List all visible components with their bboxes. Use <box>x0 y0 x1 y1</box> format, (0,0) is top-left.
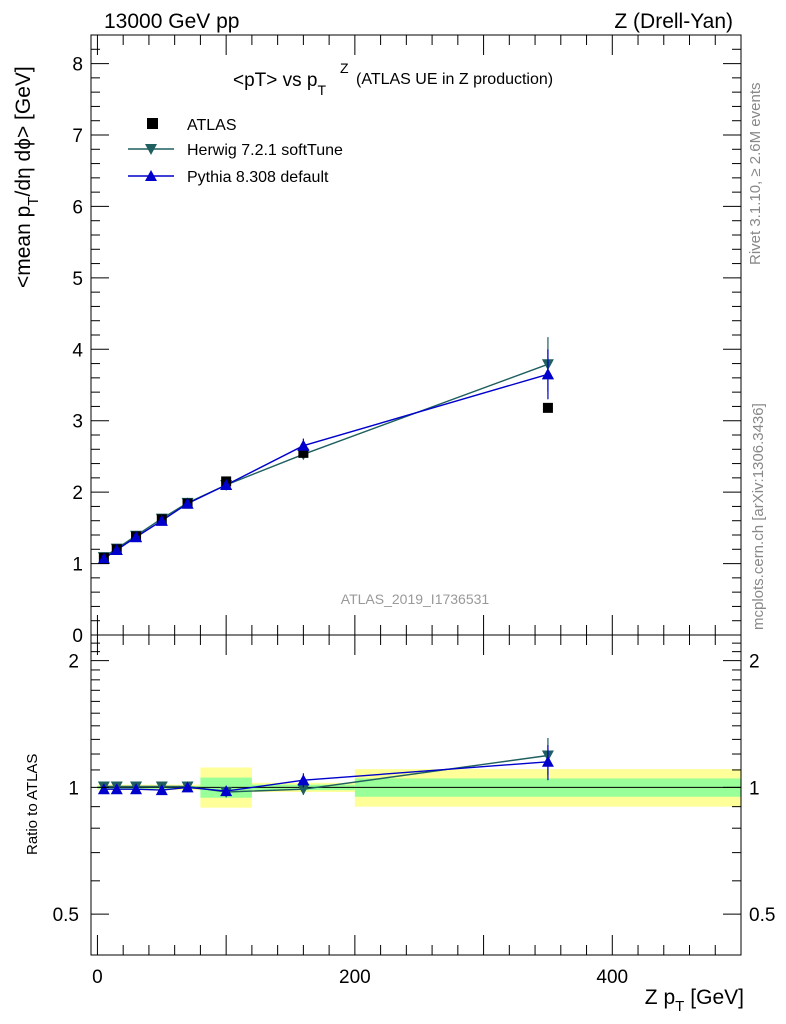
main-pythia-point-top <box>541 368 554 380</box>
main-ytick-label: 2 <box>72 483 83 504</box>
main-ytick-label: 1 <box>72 555 83 576</box>
main-pythia-point-top <box>110 544 123 555</box>
main-atlas-point <box>542 402 553 413</box>
ratio-ytick-label-left: 1 <box>68 778 79 799</box>
ratio-pythia-point <box>541 755 554 767</box>
main-title-sub: T <box>318 82 327 98</box>
legend: ATLAS Herwig 7.2.1 softTune Pythia 8.308… <box>128 117 343 186</box>
header-left: 13000 GeV pp <box>104 10 239 33</box>
ratio-pythia-point <box>97 783 110 795</box>
main-ytick-label: 3 <box>72 412 83 433</box>
watermark: ATLAS_2019_I1736531 <box>341 591 490 607</box>
ratio-xlabel: Z pT [GeV] <box>645 986 744 1015</box>
ratio-ytick-label-right: 0.5 <box>749 905 775 926</box>
main-pythia-point-top <box>220 479 233 490</box>
ratio-pythia-point <box>220 785 233 797</box>
main-atlas-point <box>298 447 309 458</box>
main-ytick-label: 6 <box>72 197 83 218</box>
main-title-main: <pT> vs p <box>233 70 318 91</box>
mcplots-label: mcplots.cern.ch [arXiv:1306.3436] <box>750 403 767 630</box>
main-ytick-label: 4 <box>72 340 83 361</box>
rivet-label: Rivet 3.1.10, ≥ 2.6M events <box>747 83 764 266</box>
main-pythia-point-top <box>155 514 168 526</box>
main-ytick-label: 8 <box>72 55 83 76</box>
ratio-ylabel: Ratio to ATLAS <box>24 754 41 855</box>
ratio-frame <box>90 634 742 956</box>
main-title-sup: Z <box>340 60 349 76</box>
ratio-pythia-point <box>181 781 194 793</box>
main-ylabel-rest: /dη dϕ> [GeV] <box>12 66 35 196</box>
ratio-herwig-point <box>297 784 310 796</box>
ratio-pythia-point <box>130 783 143 795</box>
main-pythia-line <box>103 373 549 560</box>
ratio-ytick-label-left: 0.5 <box>53 905 79 926</box>
ratio-pythia-point <box>155 784 168 796</box>
main-pythia-point-top <box>97 552 110 564</box>
main-ylabel-main: <mean p <box>12 206 35 288</box>
main-ylabel: <mean pT/dη dϕ> [GeV] <box>12 66 42 288</box>
header-right: Z (Drell-Yan) <box>614 10 733 33</box>
ratio-xtick-label: 200 <box>339 967 371 988</box>
ratio-xlabel-sub: T <box>675 998 684 1015</box>
ratio-ytick-label-left: 2 <box>68 652 79 673</box>
legend-label-herwig: Herwig 7.2.1 softTune <box>187 142 343 159</box>
ratio-ytick-label-right: 1 <box>749 778 760 799</box>
main-pythia-point-top <box>297 439 310 451</box>
main-ytick-label: 5 <box>72 269 83 290</box>
main-ylabel-sub: T <box>25 197 42 206</box>
legend-marker-pythia <box>145 170 157 181</box>
ratio-panel: 0.5 0.5 1 1 2 2 0 200 400 Ratio to ATLAS Z pT [G… <box>24 634 775 1015</box>
ratio-xtick-label: 0 <box>92 967 103 988</box>
main-ytick-label: 7 <box>72 126 83 147</box>
ratio-pythia-point <box>297 774 310 786</box>
legend-marker-atlas <box>147 118 158 129</box>
legend-label-pythia: Pythia 8.308 default <box>187 169 329 186</box>
main-ytick-label-zero: 0 <box>72 626 83 647</box>
ratio-xlabel-main: Z p <box>645 986 675 1009</box>
legend-marker-herwig <box>145 144 157 155</box>
ratio-ytick-label-right: 2 <box>749 652 760 673</box>
ratio-pythia-point <box>110 783 123 795</box>
main-title-suffix: (ATLAS UE in Z production) <box>356 71 553 88</box>
ratio-xlabel-rest: [GeV] <box>690 986 744 1009</box>
legend-label-atlas: ATLAS <box>187 117 237 134</box>
main-title: <pT> vs pT <box>233 70 327 98</box>
main-pythia-point-top <box>130 531 143 543</box>
main-pythia-point-top <box>181 497 194 509</box>
ratio-xtick-label: 400 <box>596 967 628 988</box>
